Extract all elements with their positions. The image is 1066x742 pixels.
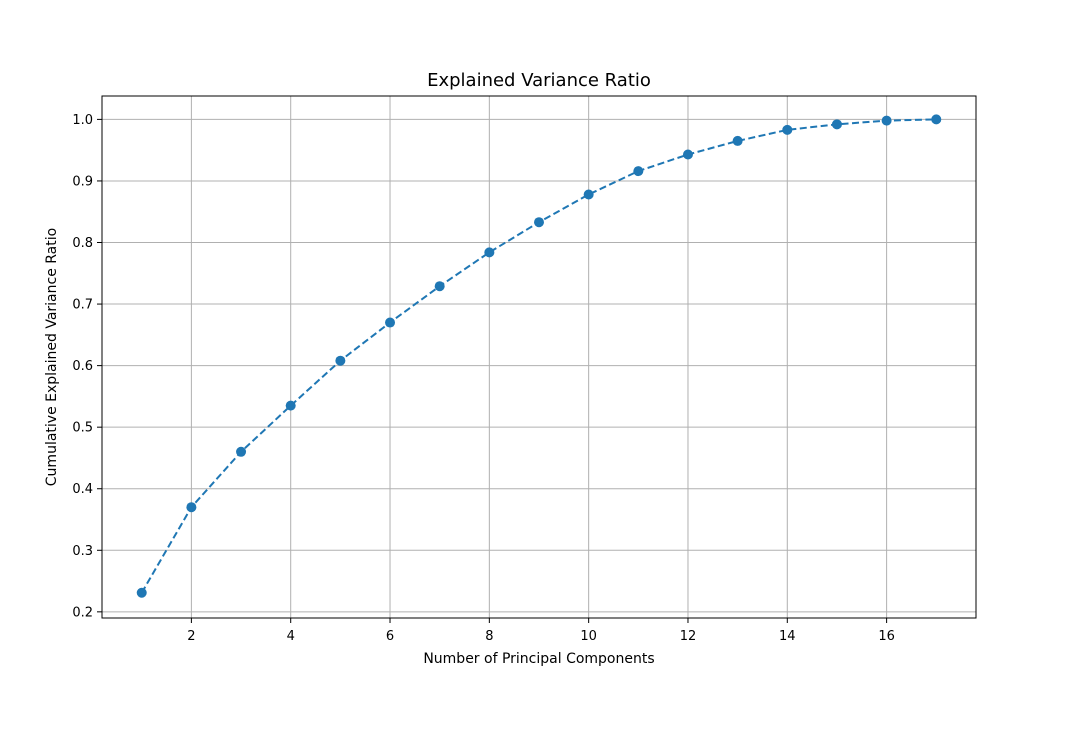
data-point — [682, 149, 693, 160]
data-point — [583, 189, 594, 200]
series-line — [140, 118, 937, 594]
x-tick-label: 10 — [580, 629, 597, 644]
chart-title: Explained Variance Ratio — [427, 70, 651, 91]
x-tick-label: 16 — [878, 629, 895, 644]
data-point — [434, 281, 445, 292]
series-layer — [136, 114, 942, 598]
data-point — [136, 587, 147, 598]
data-point — [831, 119, 842, 130]
y-axis-label: Cumulative Explained Variance Ratio — [44, 228, 60, 486]
data-point — [633, 166, 644, 177]
x-tick-label: 14 — [779, 629, 796, 644]
data-point — [534, 217, 544, 228]
y-tick-label: 0.4 — [72, 482, 93, 497]
y-tick-label: 0.3 — [72, 544, 93, 559]
x-tick-label: 2 — [187, 629, 195, 644]
plot-frame — [101, 95, 977, 619]
y-tick-label: 0.7 — [72, 298, 93, 313]
data-point — [484, 247, 495, 258]
data-point — [236, 446, 247, 457]
data-point — [782, 124, 793, 135]
y-tick-label: 0.5 — [72, 421, 93, 436]
data-point — [931, 114, 942, 125]
x-tick-label: 6 — [386, 629, 394, 644]
grid-layer — [102, 96, 976, 618]
y-tick-label: 0.2 — [72, 605, 93, 620]
data-point — [186, 502, 197, 513]
x-tick-label: 4 — [287, 629, 295, 644]
x-tick-label: 12 — [680, 629, 697, 644]
tick-layer: 2 4 6 8 10 12 14 16 0.2 0.3 0.4 0.5 0.6 0.7 0.8 0.9 1.0 — [72, 113, 895, 644]
y-tick-label: 0.9 — [72, 174, 93, 189]
x-axis-label: Number of Principal Components — [423, 651, 654, 667]
data-point — [732, 135, 743, 146]
data-point — [881, 115, 892, 126]
y-tick-label: 0.6 — [72, 359, 93, 374]
data-point — [385, 317, 396, 328]
data-point — [335, 355, 346, 366]
x-tick-label: 8 — [485, 629, 493, 644]
y-tick-label: 1.0 — [72, 113, 93, 128]
data-point — [285, 400, 296, 411]
y-tick-label: 0.8 — [72, 236, 93, 251]
